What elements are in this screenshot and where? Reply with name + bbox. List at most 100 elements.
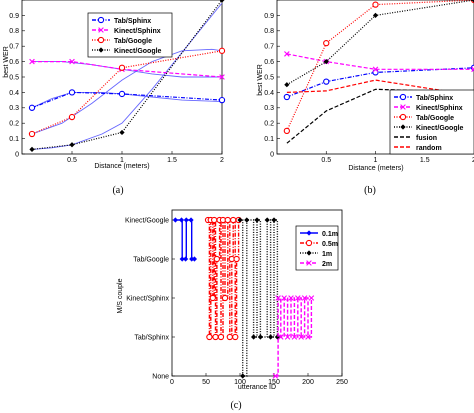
y-tick-label: 0.7 — [9, 44, 19, 51]
data-point — [251, 334, 257, 340]
data-point — [240, 373, 246, 379]
data-point — [284, 82, 290, 88]
series-line-kinect-google — [31, 0, 223, 150]
data-point — [29, 58, 35, 65]
series-line-tab-sphinx — [286, 67, 474, 98]
legend-entry-label: Kinect/Google — [416, 125, 464, 132]
data-point — [288, 295, 294, 301]
data-point — [308, 295, 315, 301]
y-tick-label: Kinect/Sphinx — [126, 295, 169, 302]
y-tick-label: 0.4 — [264, 90, 274, 97]
panel-a: best WER 0 0.1 0.2 0.3 0.4 0.5 0.6 0.7 0.8 0.9 0.5… — [3, 0, 226, 196]
y-tick-label: 0.5 — [264, 74, 274, 81]
data-point — [237, 217, 243, 223]
data-point — [254, 217, 260, 223]
y-tick-label: 0 — [270, 151, 274, 158]
x-tick-label: 1.5 — [420, 157, 430, 164]
fit-curve — [31, 2, 223, 150]
data-point — [272, 373, 279, 379]
data-point — [219, 74, 225, 80]
x-tick-label: 1 — [374, 157, 378, 164]
data-point — [471, 0, 474, 3]
x-tick-label: 250 — [336, 379, 348, 386]
data-point — [118, 64, 126, 71]
legend-entry-label: 2m — [322, 261, 332, 268]
x-tick-label: 0.5 — [321, 157, 331, 164]
data-point — [284, 334, 291, 340]
series-line-kinect-google — [286, 0, 474, 86]
data-point — [232, 333, 239, 341]
data-point — [188, 217, 194, 223]
panel-c-caption: (c) — [230, 400, 241, 411]
data-point — [305, 334, 311, 340]
data-point — [226, 333, 233, 341]
panel-b-caption: (b) — [364, 185, 376, 196]
legend-marker — [97, 36, 105, 44]
y-tick-label: Tab/Sphinx — [134, 334, 169, 341]
data-point — [29, 146, 35, 152]
panel-c: M/S couple None Tab/Sphinx Kinect/Sphinx Ta… — [117, 209, 348, 411]
data-point — [179, 256, 185, 262]
data-point — [206, 333, 213, 341]
data-point — [372, 12, 379, 18]
data-point — [233, 255, 240, 263]
data-point — [268, 334, 274, 340]
series-line-kinect-sphinx — [286, 53, 474, 70]
y-tick-label: 0.9 — [9, 13, 19, 20]
data-point — [178, 217, 185, 223]
y-tick-label: 0.1 — [264, 136, 274, 143]
data-point — [278, 334, 284, 340]
legend-marker — [306, 260, 312, 266]
data-point — [118, 90, 126, 98]
data-point — [191, 256, 198, 262]
y-tick-label: 0.4 — [9, 90, 19, 97]
y-tick-label: 0.2 — [264, 121, 274, 128]
data-point — [295, 295, 301, 301]
data-point — [291, 334, 298, 340]
data-point — [212, 333, 219, 341]
legend-marker — [399, 113, 407, 121]
panel-a-xlabel: Distance (meters) — [94, 163, 149, 170]
data-point — [372, 66, 379, 73]
y-tick-label: 0.6 — [9, 59, 19, 66]
legend-marker — [98, 47, 104, 53]
panel-a-ylabel: best WER — [3, 46, 10, 78]
legend-box — [389, 89, 474, 155]
series-line-2m — [275, 297, 313, 377]
panel-b-legend: Tab/Sphinx Kinect/Sphinx Tab/Google Kinect/… — [389, 89, 474, 155]
data-point — [217, 333, 225, 341]
y-tick-label: 0.3 — [9, 105, 19, 112]
y-tick-label: Tab/Google — [133, 256, 169, 263]
panel-a-legend: Tab/Sphinx Kinect/Sphinx Tab/Google Kinect/… — [87, 12, 173, 58]
x-tick-label: 200 — [302, 379, 314, 386]
data-point — [301, 295, 308, 301]
x-tick-label: 1 — [120, 157, 124, 164]
x-tick-label: 2 — [220, 157, 224, 164]
panel-b-ylabel: best WER — [257, 64, 264, 96]
panel-a-plot — [28, 0, 226, 152]
data-point — [323, 39, 330, 47]
legend-entry-label: random — [416, 145, 442, 152]
panel-b-ticks: 0 0.1 0.2 0.3 0.4 0.5 0.6 0.7 0.8 0.9 0.5 1 1.5 2 — [264, 0, 474, 164]
panel-a-ticks: 0 0.1 0.2 0.3 0.4 0.5 0.6 0.7 0.8 0.9 0.5 1 1.5 2 — [9, 0, 224, 164]
legend-entry-label: Tab/Google — [114, 38, 152, 45]
x-tick-label: 0 — [170, 379, 174, 386]
panel-c-legend: 0.1m 0.5m 1m 2m — [295, 225, 339, 271]
y-tick-label: 0.6 — [264, 59, 274, 66]
x-tick-label: 50 — [202, 379, 210, 386]
legend-marker — [97, 16, 105, 24]
y-tick-label: 0.5 — [9, 74, 19, 81]
x-tick-label: 2 — [472, 157, 474, 164]
data-point — [28, 130, 36, 138]
data-point — [213, 255, 221, 263]
series-line-tab-google — [286, 0, 474, 132]
legend-marker — [306, 250, 312, 256]
panel-b: best WER 0 0.1 0.2 0.3 0.4 0.5 0.6 0.7 0.8 0.9 0.5… — [257, 0, 474, 196]
y-tick-label: 0.1 — [9, 136, 19, 143]
data-point — [69, 58, 75, 65]
data-point — [271, 217, 277, 223]
data-point — [471, 66, 474, 73]
data-point — [372, 1, 379, 8]
x-tick-label: 100 — [234, 379, 246, 386]
